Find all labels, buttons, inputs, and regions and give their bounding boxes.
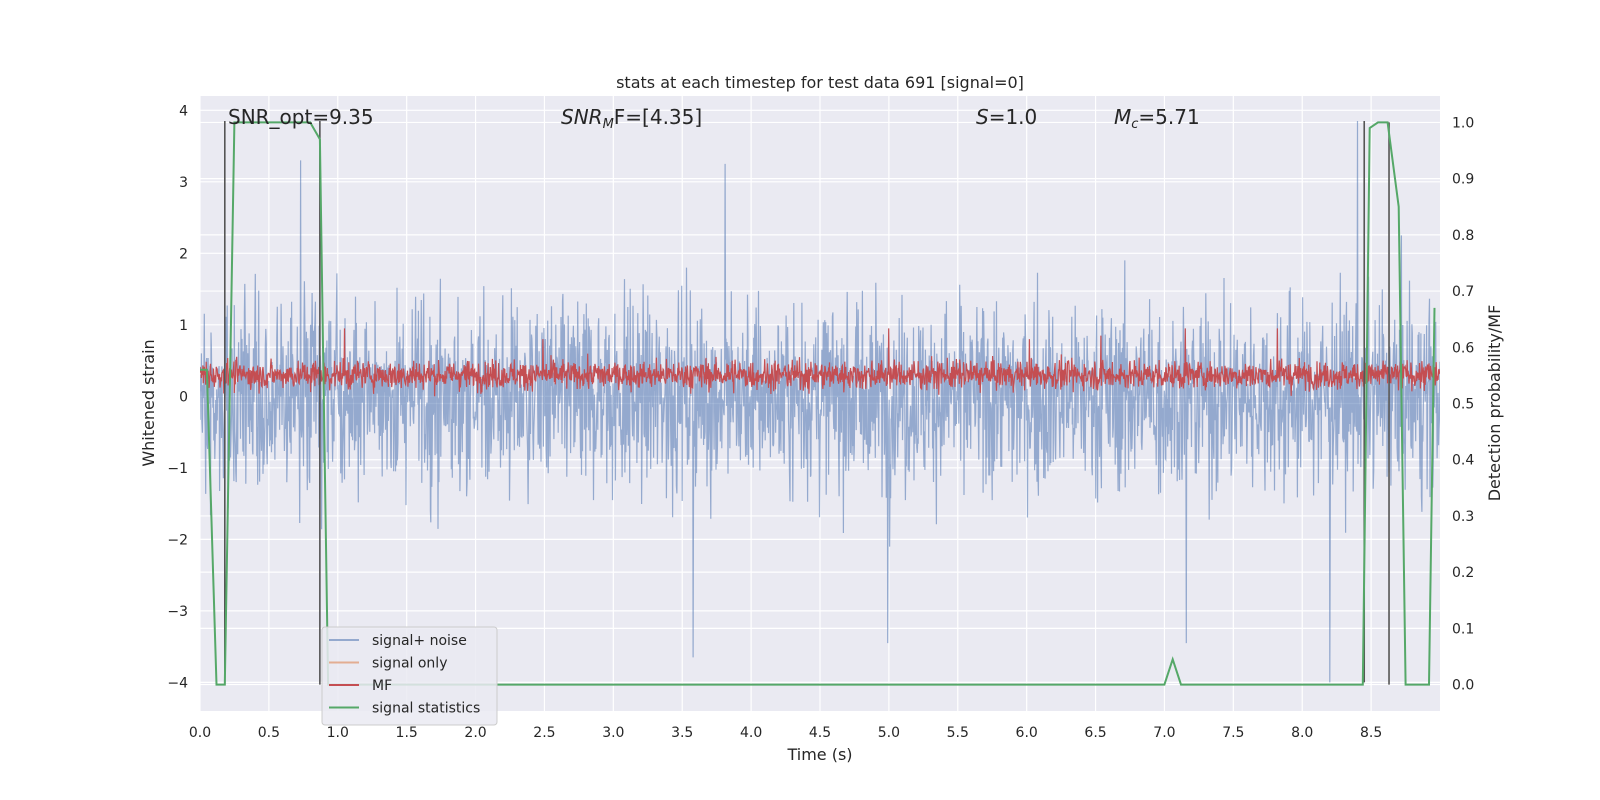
y2-tick-label: 0.0: [1452, 678, 1474, 694]
mf-line: [200, 328, 1440, 397]
y2-tick-label: 0.8: [1452, 228, 1474, 244]
y2-tick-label: 1.0: [1452, 115, 1474, 131]
y-tick-label: 3: [179, 175, 188, 191]
y2-tick-label: 0.9: [1452, 172, 1474, 188]
x-tick-label: 1.0: [327, 725, 349, 741]
x-tick-label: 7.5: [1222, 725, 1244, 741]
legend-label: MF: [372, 678, 392, 694]
legend-label: signal statistics: [372, 701, 480, 717]
s-label: S: [976, 105, 989, 129]
y-tick-label: −2: [167, 532, 188, 548]
y-tick-label: 0: [179, 389, 188, 405]
series-mf: [200, 328, 1440, 397]
legend-box: [321, 626, 498, 726]
series-group: [200, 120, 1440, 686]
y2-tick-label: 0.7: [1452, 284, 1474, 300]
y-tick-label: −3: [167, 604, 188, 620]
legend-label: signal only: [372, 656, 447, 672]
mc-value: =5.71: [1138, 105, 1199, 129]
chart-title: stats at each timestep for test data 691…: [616, 73, 1024, 92]
series-signal-noise: [200, 120, 1440, 683]
x-tick-label: 3.0: [602, 725, 624, 741]
x-tick-label: 6.0: [1016, 725, 1038, 741]
s-annotation: S=1.0: [976, 105, 1037, 129]
y2-tick-label: 0.1: [1452, 621, 1474, 637]
legend: signal+ noise signal only MF signal statist…: [321, 626, 498, 726]
grid: [199, 96, 1440, 711]
y-tick-label: −1: [167, 461, 188, 477]
x-tick-label: 0.5: [258, 725, 280, 741]
x-tick-label: 5.0: [878, 725, 900, 741]
y-axis-label: Whitened strain: [139, 339, 158, 466]
x-tick-label: 4.0: [740, 725, 762, 741]
y2-tick-label: 0.4: [1452, 453, 1474, 469]
x-tick-label: 8.0: [1291, 725, 1313, 741]
legend-label: signal+ noise: [372, 633, 467, 649]
y-tick-label: 2: [179, 246, 188, 262]
x-tick-label: 6.5: [1084, 725, 1106, 741]
x-tick-label: 2.0: [464, 725, 486, 741]
x-tick-label: 1.5: [396, 725, 418, 741]
x-tick-label: 5.5: [947, 725, 969, 741]
mc-subscript: c: [1131, 117, 1138, 132]
x-tick-label: 4.5: [809, 725, 831, 741]
x-tick-label: 2.5: [533, 725, 555, 741]
snr-mf-annotation: SNRMF=[4.35]: [561, 105, 702, 132]
tick-labels: 0.0 0.5 1.0 1.5 2.0 2.5 3.0 3.5 4.0 4.5 5.0 5.5 6.0 6…: [167, 103, 1474, 741]
mc-annotation: Mc=5.71: [1114, 105, 1200, 132]
y2-tick-label: 0.6: [1452, 340, 1474, 356]
mc-label: M: [1114, 105, 1131, 129]
x-tick-label: 7.0: [1153, 725, 1175, 741]
signal-noise-line: [200, 120, 1440, 683]
s-value: =1.0: [989, 105, 1038, 129]
snr-opt-annotation: SNR_opt=9.35: [228, 105, 374, 129]
y2-tick-label: 0.5: [1452, 397, 1474, 413]
signal-statistics-line: [200, 121, 1436, 686]
y-tick-label: −4: [167, 675, 188, 691]
snr-mf-rest: F=[4.35]: [614, 105, 702, 129]
x-tick-label: 3.5: [671, 725, 693, 741]
x-tick-label: 8.5: [1360, 725, 1382, 741]
y-tick-label: 1: [179, 318, 188, 334]
snr-mf-subscript: M: [603, 117, 614, 132]
y2-tick-label: 0.2: [1452, 565, 1474, 581]
snr-mf-prefix: SNR: [561, 105, 603, 129]
y2-tick-label: 0.3: [1452, 509, 1474, 525]
y2-axis-label: Detection probability/MF: [1485, 305, 1504, 502]
series-signal-statistics: [200, 121, 1436, 686]
x-axis-label: Time (s): [786, 745, 852, 764]
x-tick-label: 0.0: [189, 725, 211, 741]
y-tick-label: 4: [179, 103, 188, 119]
